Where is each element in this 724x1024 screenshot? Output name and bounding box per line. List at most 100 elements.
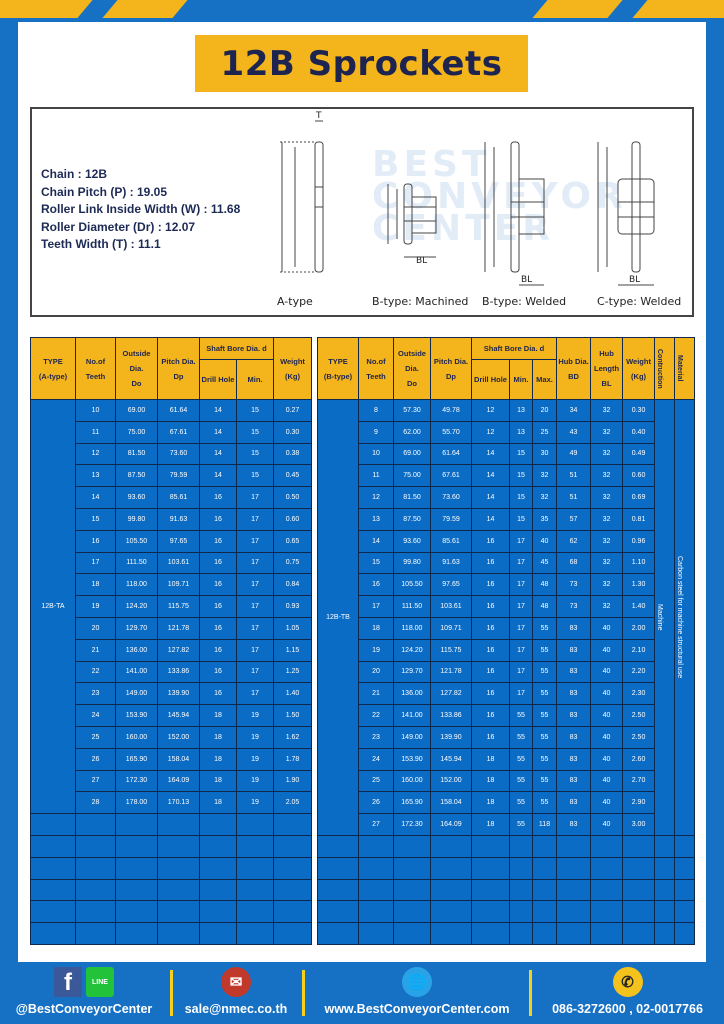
- line-icon[interactable]: LINE: [86, 967, 114, 997]
- table-cell: 12: [358, 486, 394, 509]
- table-cell: 83: [556, 616, 592, 640]
- table-row: 22 141.00 133.86 16 17 1.25: [31, 660, 312, 684]
- table-cell: 40: [590, 725, 624, 749]
- table-cell: 14: [358, 529, 394, 553]
- empty-cell: [531, 922, 558, 945]
- table-row: 19 124.20 115.75 16 17 55 83 40 2.10: [318, 638, 695, 662]
- empty-cell: [75, 834, 116, 858]
- empty-cell: [273, 900, 312, 924]
- table-cell: 32: [590, 486, 624, 509]
- table-cell: 16: [199, 595, 237, 618]
- footer-website[interactable]: 🌐 www.BestConveyorCenter.com: [308, 962, 526, 1024]
- table-cell: 17: [509, 660, 533, 684]
- table-cell: 55.70: [430, 420, 472, 444]
- table-cell: 17: [236, 529, 274, 553]
- table-cell: 111.50: [393, 595, 431, 618]
- footer-social[interactable]: f LINE @BestConveyorCenter: [8, 962, 160, 1024]
- table-cell: 14: [471, 507, 510, 531]
- website-link[interactable]: www.BestConveyorCenter.com: [324, 1002, 510, 1016]
- table-cell: 93.60: [393, 529, 431, 553]
- col-shaft-bore: Shaft Bore Dia. d: [199, 337, 274, 360]
- empty-cell: [317, 900, 359, 924]
- table-cell: 14: [199, 399, 237, 422]
- empty-cell: [622, 900, 656, 924]
- empty-cell: [556, 922, 592, 945]
- table-row: 13 87.50 79.59 14 15 0.45: [31, 464, 312, 488]
- col-outside-dia: Outside Dia. Do: [115, 337, 158, 400]
- table-cell: 103.61: [430, 595, 472, 618]
- empty-cell: [157, 813, 200, 836]
- email-link[interactable]: sale@nmec.co.th: [184, 1002, 288, 1016]
- table-cell: 17: [236, 638, 274, 662]
- table-cell: 124.20: [115, 595, 158, 618]
- table-cell: 32: [590, 399, 624, 422]
- table-cell: 153.90: [115, 704, 158, 727]
- table-cell: 2.30: [622, 682, 656, 706]
- table-cell: 32: [590, 442, 624, 466]
- table-cell: 25: [531, 420, 558, 444]
- table-cell: 2.60: [622, 747, 656, 771]
- empty-cell: [556, 856, 592, 880]
- footer-phone[interactable]: ✆ 086-3272600 , 02-0017766: [535, 962, 720, 1024]
- table-cell: 17: [236, 616, 274, 640]
- table-cell: 19: [236, 747, 274, 771]
- empty-cell: [75, 813, 116, 836]
- diagram-box: BEST CONVEYOR CENTER Chain : 12B Chain P…: [30, 107, 694, 317]
- facebook-icon[interactable]: f: [54, 967, 82, 997]
- table-cell: 2.00: [622, 616, 656, 640]
- spec-roller-diameter: Roller Diameter (Dr) : 12.07: [41, 219, 196, 234]
- empty-row: [317, 922, 696, 945]
- table-cell: 149.00: [115, 682, 158, 706]
- b-type-table: TYPE (B-type) No.of Teeth Outside Dia. Do Pi…: [317, 337, 696, 945]
- table-cell: 55: [531, 660, 558, 684]
- empty-cell: [471, 900, 510, 924]
- empty-cell: [430, 878, 472, 902]
- empty-cell: [75, 856, 116, 880]
- table-cell: 139.90: [157, 682, 200, 706]
- empty-cell: [30, 856, 76, 880]
- table-cell: 18: [199, 704, 237, 727]
- table-cell: 23: [75, 682, 116, 706]
- table-row: 22 141.00 133.86 16 55 55 83 40 2.50: [318, 704, 695, 727]
- table-cell: 55: [509, 704, 533, 727]
- table-cell: 99.80: [393, 551, 431, 575]
- table-cell: 69.00: [115, 399, 158, 422]
- table-cell: 67.61: [157, 420, 200, 444]
- empty-cell: [30, 813, 76, 836]
- col-min: Min.: [509, 359, 533, 400]
- table-cell: 81.50: [115, 442, 158, 466]
- table-cell: 16: [199, 616, 237, 640]
- table-cell: 81.50: [393, 486, 431, 509]
- table-cell: 97.65: [430, 573, 472, 597]
- table-cell: 149.00: [393, 725, 431, 749]
- table-cell: 62: [556, 529, 592, 553]
- col-teeth: No.of Teeth: [358, 337, 394, 400]
- table-row: 16 105.50 97.65 16 17 48 73 32 1.30: [318, 573, 695, 597]
- table-cell: 1.90: [273, 769, 312, 793]
- table-cell: 129.70: [115, 616, 158, 640]
- table-cell: 20: [531, 399, 558, 422]
- table-cell: 160.00: [115, 725, 158, 749]
- table-cell: 16: [471, 638, 510, 662]
- table-cell: 12: [75, 442, 116, 466]
- table-cell: 1.50: [273, 704, 312, 727]
- table-cell: 75.00: [393, 464, 431, 488]
- table-row: 20 129.70 121.78 16 17 1.05: [31, 616, 312, 640]
- table-cell: 18: [471, 791, 510, 815]
- table-cell: 26: [75, 747, 116, 771]
- table-cell: 57: [556, 507, 592, 531]
- footer-email[interactable]: ✉ sale@nmec.co.th: [175, 962, 297, 1024]
- table-cell: 0.27: [273, 399, 312, 422]
- empty-cell: [236, 878, 274, 902]
- table-cell: 17: [509, 682, 533, 706]
- table-cell: 1.62: [273, 725, 312, 749]
- col-construction: Contruction: [654, 337, 676, 400]
- table-cell: 1.30: [622, 573, 656, 597]
- table-cell: 48: [531, 573, 558, 597]
- table-cell: 0.75: [273, 551, 312, 575]
- table-cell: 21: [75, 638, 116, 662]
- empty-cell: [236, 834, 274, 858]
- table-cell: 49.78: [430, 399, 472, 422]
- empty-cell: [531, 856, 558, 880]
- table-cell: 27: [75, 769, 116, 793]
